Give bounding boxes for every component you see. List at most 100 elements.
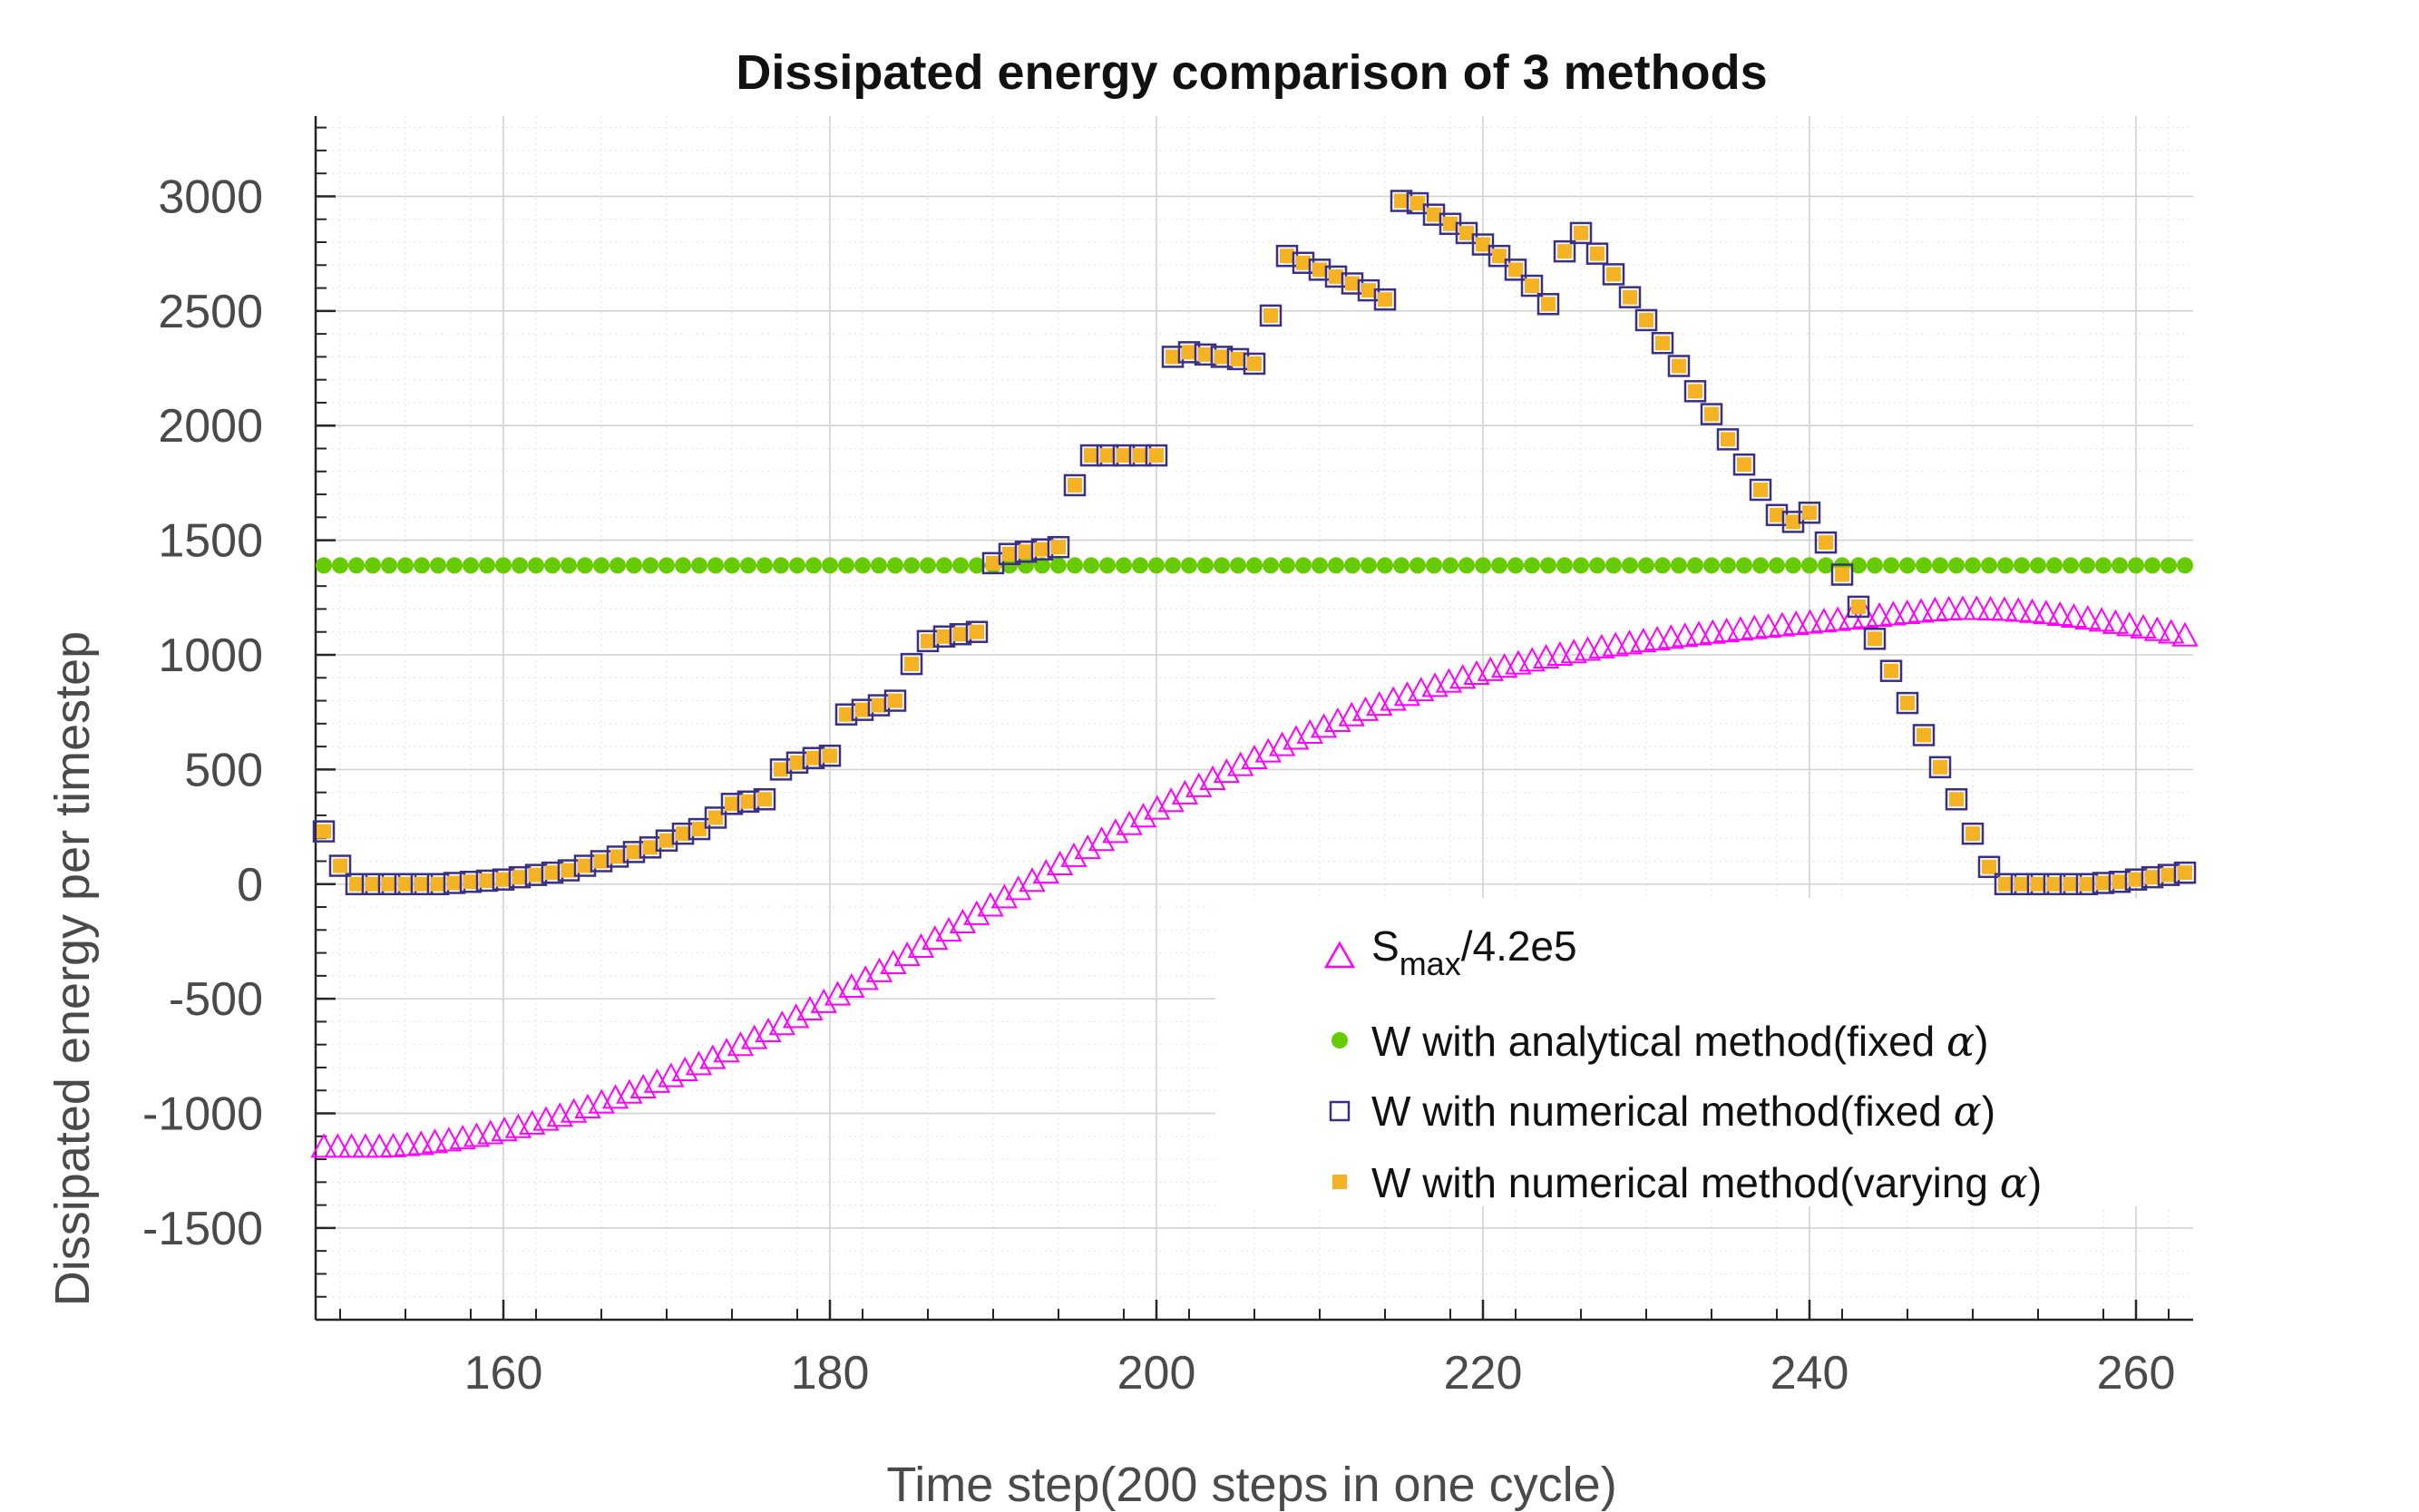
analytical-point bbox=[658, 557, 675, 574]
numerical-fixed-point bbox=[704, 806, 727, 829]
smax-point bbox=[1129, 803, 1157, 828]
legend-numerical-varying-prefix: W with numerical method(varying bbox=[1371, 1159, 2000, 1206]
numerical-varying-point bbox=[578, 858, 592, 873]
smax-point bbox=[1712, 617, 1741, 642]
legend-smax-sub: max bbox=[1400, 945, 1461, 982]
smax-point bbox=[1393, 681, 1421, 707]
smax-point bbox=[922, 925, 949, 951]
legend-entry-analytical: W with analytical method(fixed α) bbox=[1331, 1017, 1988, 1066]
analytical-point bbox=[626, 557, 642, 574]
smax-point bbox=[1213, 758, 1241, 784]
numerical-varying-point bbox=[1312, 262, 1327, 278]
numerical-varying-point bbox=[904, 657, 919, 672]
smax-point bbox=[768, 1010, 796, 1036]
analytical-point bbox=[2030, 557, 2046, 574]
numerical-varying-point bbox=[1263, 307, 1278, 323]
legend-numerical-varying-alpha: α bbox=[2000, 1158, 2028, 1207]
numerical-varying-point bbox=[1410, 196, 1425, 211]
legend-entry-numerical-varying: W with numerical method(varying α) bbox=[1332, 1158, 2042, 1207]
smax-point bbox=[727, 1031, 755, 1057]
legend-analytical-close: ) bbox=[1975, 1018, 1988, 1065]
numerical-fixed-point bbox=[1814, 531, 1838, 554]
smax-point bbox=[2158, 619, 2185, 644]
smax-point bbox=[1088, 826, 1116, 852]
analytical-point bbox=[2177, 557, 2193, 574]
smax-point bbox=[1254, 737, 1282, 763]
numerical-varying-point bbox=[1068, 477, 1082, 493]
analytical-point bbox=[414, 557, 430, 574]
analytical-point bbox=[1067, 557, 1083, 574]
numerical-varying-point bbox=[2112, 874, 2127, 890]
smax-point bbox=[810, 988, 837, 1013]
analytical-point bbox=[1736, 557, 1752, 574]
legend-marker-numerical-varying bbox=[1332, 1175, 1347, 1189]
x-tick-label: 200 bbox=[1117, 1347, 1196, 1400]
analytical-point bbox=[2095, 557, 2112, 574]
smax-point bbox=[1574, 636, 1602, 661]
analytical-point bbox=[1769, 557, 1785, 574]
smax-point bbox=[1283, 725, 1310, 750]
analytical-point bbox=[1671, 557, 1687, 574]
smax-point bbox=[1630, 627, 1657, 653]
smax-point bbox=[1879, 600, 1907, 626]
analytical-point bbox=[773, 557, 789, 574]
numerical-varying-point bbox=[1133, 448, 1147, 463]
numerical-fixed-point bbox=[1863, 628, 1887, 650]
numerical-fixed-point bbox=[753, 787, 776, 811]
analytical-point bbox=[1654, 557, 1671, 574]
analytical-point bbox=[463, 557, 479, 574]
numerical-varying-point bbox=[888, 693, 902, 708]
analytical-point bbox=[822, 557, 838, 574]
numerical-fixed-point bbox=[1259, 304, 1283, 327]
smax-point bbox=[379, 1132, 407, 1157]
smax-point bbox=[1824, 606, 1851, 631]
analytical-point bbox=[1932, 557, 1948, 574]
y-tick-label: -1500 bbox=[142, 1203, 263, 1255]
analytical-point bbox=[1083, 557, 1099, 574]
numerical-varying-point bbox=[1819, 535, 1833, 551]
smax-point bbox=[949, 908, 977, 933]
analytical-point bbox=[1867, 557, 1883, 574]
smax-point bbox=[2171, 621, 2199, 647]
numerical-varying-point bbox=[317, 824, 331, 839]
numerical-varying-point bbox=[1100, 448, 1115, 463]
analytical-point bbox=[2161, 557, 2177, 574]
numerical-varying-point bbox=[431, 876, 445, 892]
numerical-varying-point bbox=[1002, 546, 1017, 561]
analytical-point bbox=[724, 557, 740, 574]
smax-point bbox=[713, 1038, 740, 1063]
smax-point bbox=[782, 1003, 810, 1029]
smax-point bbox=[366, 1133, 393, 1158]
smax-point bbox=[1769, 611, 1796, 637]
numerical-varying-point bbox=[855, 702, 870, 717]
numerical-fixed-point bbox=[1847, 595, 1870, 619]
smax-point bbox=[963, 900, 990, 925]
analytical-point bbox=[430, 557, 446, 574]
smax-point bbox=[1741, 614, 1768, 639]
numerical-varying-point bbox=[1965, 826, 1980, 842]
smax-point bbox=[2004, 597, 2032, 622]
numerical-fixed-point bbox=[1961, 822, 1985, 845]
smax-point bbox=[2018, 598, 2046, 623]
smax-point bbox=[1657, 624, 1685, 649]
analytical-point bbox=[577, 557, 593, 574]
analytical-point bbox=[1442, 557, 1458, 574]
analytical-point bbox=[544, 557, 561, 574]
smax-point bbox=[1366, 691, 1393, 717]
numerical-fixed-point bbox=[688, 817, 711, 841]
smax-point bbox=[755, 1017, 782, 1043]
numerical-varying-point bbox=[1770, 507, 1784, 522]
numerical-varying-point bbox=[1688, 384, 1702, 399]
analytical-point bbox=[495, 557, 512, 574]
numerical-fixed-point bbox=[1651, 331, 1674, 355]
numerical-varying-point bbox=[1917, 727, 1931, 743]
analytical-point bbox=[1295, 557, 1312, 574]
numerical-varying-point bbox=[545, 865, 560, 881]
legend-entry-numerical-fixed: W with numerical method(fixed α) bbox=[1329, 1087, 1995, 1136]
analytical-point bbox=[593, 557, 610, 574]
analytical-point bbox=[1165, 557, 1181, 574]
numerical-varying-point bbox=[1851, 599, 1866, 614]
numerical-varying-point bbox=[1753, 483, 1768, 498]
numerical-varying-point bbox=[970, 624, 984, 639]
